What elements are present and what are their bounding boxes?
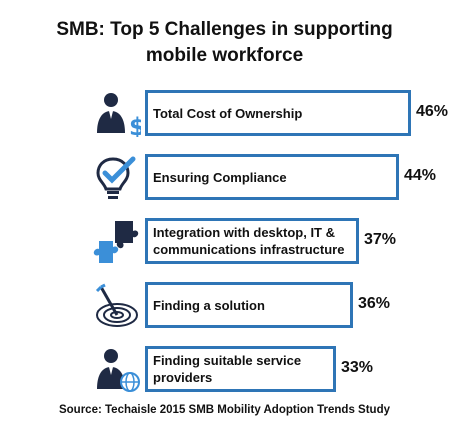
chart-title-line-1: SMB: Top 5 Challenges in supporting xyxy=(56,19,393,40)
bar: Total Cost of Ownership xyxy=(145,90,411,136)
chart-row: Finding a solution 36% xyxy=(0,275,449,335)
bar: Ensuring Compliance xyxy=(145,154,399,200)
bar: Finding suitable service providers xyxy=(145,346,336,392)
businessman-globe-icon xyxy=(96,348,140,392)
bar-category-label: Finding a solution xyxy=(153,297,265,313)
bar-category-label: Total Cost of Ownership xyxy=(153,105,303,121)
target-dart-icon xyxy=(95,283,139,328)
bar-category-label: Integration with desktop, IT & communica… xyxy=(153,225,345,257)
bar-value-label: 36% xyxy=(358,295,391,312)
bar-value-label: 44% xyxy=(404,167,437,184)
chart-row: Integration with desktop, IT & communica… xyxy=(0,211,449,271)
puzzle-pieces-icon xyxy=(93,221,139,263)
businessman-dollar-icon xyxy=(97,93,141,137)
source-note: Source: Techaisle 2015 SMB Mobility Adop… xyxy=(58,404,390,416)
bar-category-label: Finding suitable service providers xyxy=(153,353,302,385)
bar-value-label: 46% xyxy=(416,103,449,120)
chart-row: Total Cost of Ownership 46% xyxy=(0,83,449,143)
bar-value-label: 33% xyxy=(341,359,374,376)
bar-value-label: 37% xyxy=(364,231,397,248)
bar-category-label: Ensuring Compliance xyxy=(153,169,287,185)
chart-row: Finding suitable service providers 33% xyxy=(0,339,449,399)
lightbulb-check-icon xyxy=(93,153,141,201)
chart-title-line-2: mobile workforce xyxy=(145,45,304,66)
bar: Finding a solution xyxy=(145,282,353,328)
bar: Integration with desktop, IT & communica… xyxy=(145,218,359,264)
chart-row: Ensuring Compliance 44% xyxy=(0,147,449,207)
chart-title: SMB: Top 5 Challenges in supporting mobi… xyxy=(0,17,449,69)
